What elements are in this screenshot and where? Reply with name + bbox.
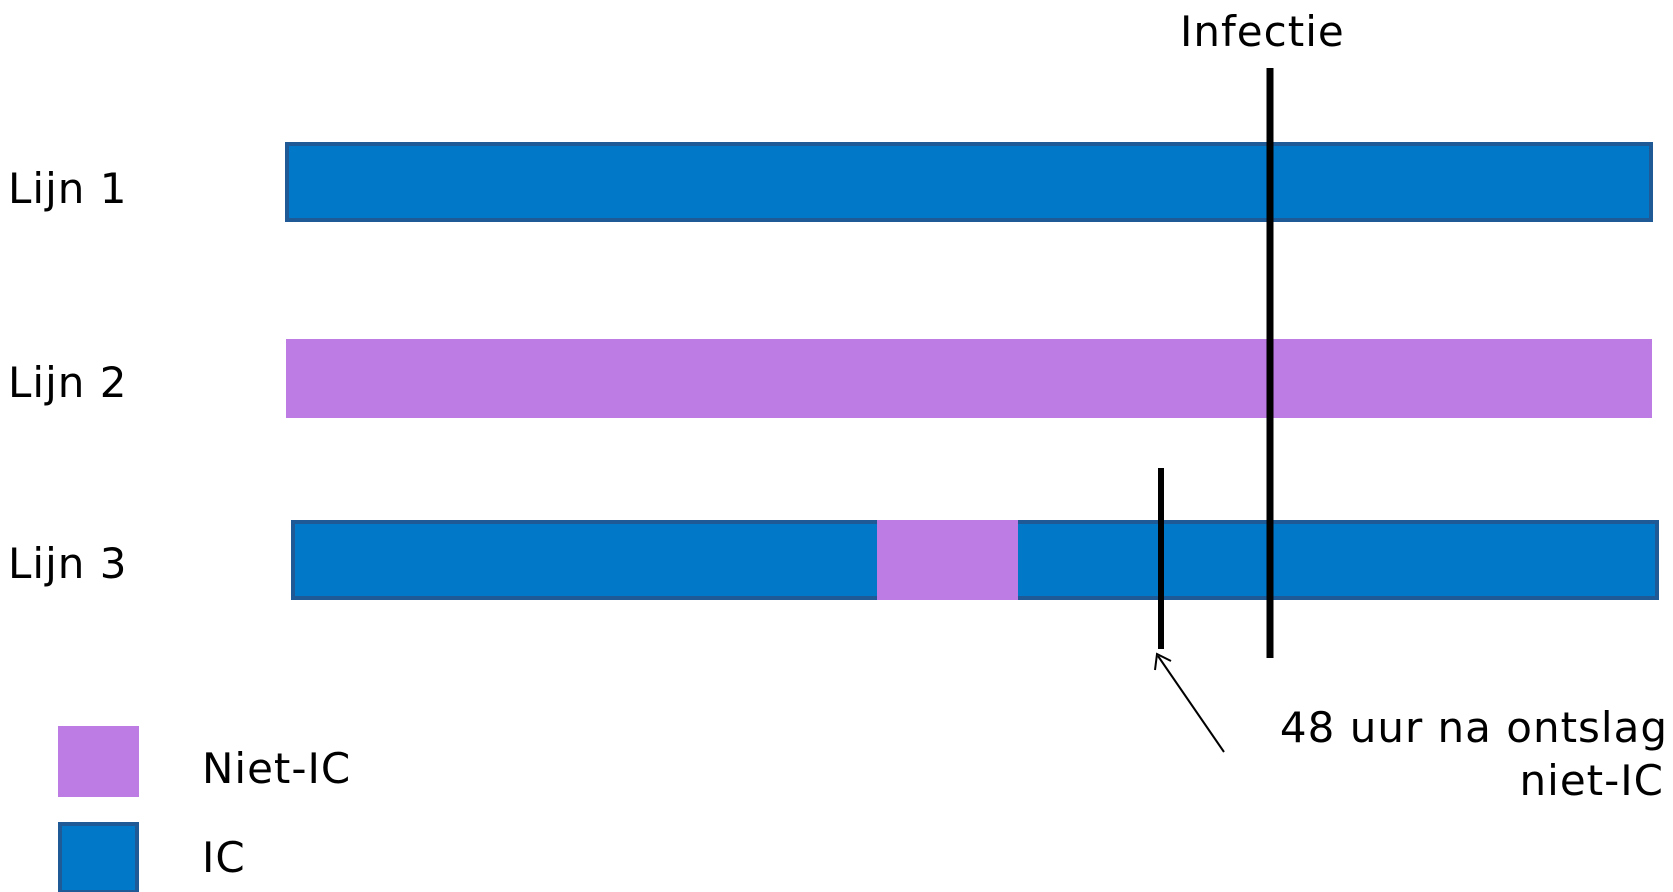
discharge-arrow-head bbox=[1154, 652, 1172, 671]
discharge-label-line-1: 48 uur na ontslag bbox=[1280, 703, 1668, 752]
discharge-arrow-shaft bbox=[1157, 655, 1225, 753]
legend-niet-ic-label: Niet-IC bbox=[202, 744, 351, 793]
infection-label: Infectie bbox=[1180, 7, 1345, 56]
discharge-label-line-2: niet-IC bbox=[1520, 756, 1664, 805]
legend-ic-swatch bbox=[58, 822, 139, 892]
legend-niet-ic-swatch bbox=[58, 726, 139, 797]
lijn-1-ic-bar bbox=[285, 142, 1653, 222]
row-label-lijn-3: Lijn 3 bbox=[8, 539, 127, 588]
row-label-lijn-2: Lijn 2 bbox=[8, 358, 127, 407]
lijn-3-niet-ic-segment bbox=[877, 520, 1018, 600]
lijn-2-niet-ic-bar bbox=[286, 339, 1652, 418]
row-label-lijn-1: Lijn 1 bbox=[8, 164, 127, 213]
legend-ic-label: IC bbox=[202, 833, 246, 882]
